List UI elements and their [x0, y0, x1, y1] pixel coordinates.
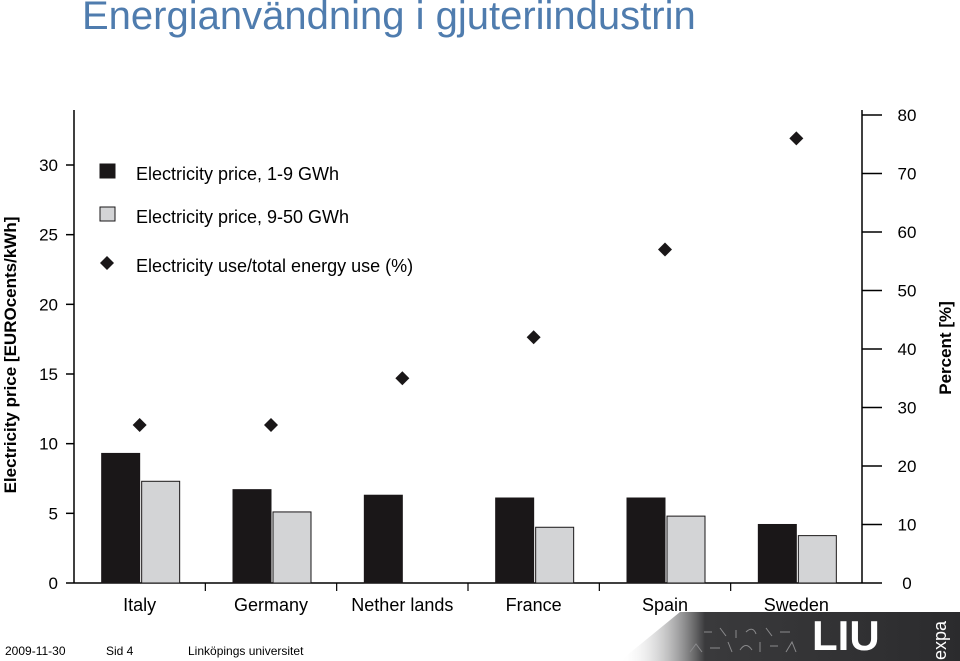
y-tick-label-left: 10: [39, 435, 58, 454]
y-tick-label-right: 0: [902, 574, 911, 593]
y-tick-label-left: 0: [49, 574, 58, 593]
y-tick-label-right: 50: [898, 282, 917, 301]
scatter-point: [658, 242, 672, 257]
scatter-point: [789, 131, 804, 146]
university-logo: LIU expa: [620, 612, 960, 661]
bar-series: [101, 452, 837, 584]
x-tick-label: Spain: [642, 595, 688, 615]
scatter-series: [132, 131, 804, 433]
logo-graphic: LIU expa: [620, 612, 960, 661]
y-tick-label-right: 30: [898, 399, 917, 418]
footer-page-number: Sid 4: [106, 644, 134, 658]
y-tick-label-left: 15: [39, 365, 58, 384]
chart-legend: Electricity price, 1-9 GWh Electricity pr…: [99, 163, 413, 276]
legend-swatch: [99, 206, 116, 222]
x-category-labels: Italy Germany Nether lands France Spain Swede…: [123, 583, 829, 615]
bar: [363, 494, 403, 584]
scatter-point: [395, 371, 410, 386]
bar: [535, 526, 575, 584]
bar: [272, 511, 312, 584]
legend-label: Electricity price, 9-50 GWh: [136, 207, 349, 227]
scatter-point: [526, 330, 541, 345]
bar: [626, 497, 666, 584]
footer-date: 2009-11-30: [5, 644, 66, 658]
logo-text: LIU: [812, 612, 880, 659]
y-axis-label-left: Electricity price [EUROcents/kWh]: [1, 217, 20, 494]
legend-swatch: [99, 163, 116, 179]
y-tick-label-right: 60: [898, 223, 917, 242]
legend-label: Electricity price, 1-9 GWh: [136, 164, 339, 184]
footer-organization: Linköpings universitet: [188, 644, 304, 658]
x-tick-label: Sweden: [764, 595, 829, 615]
y-tick-label-left: 30: [39, 156, 58, 175]
logo-band: [620, 612, 960, 661]
y-ticks-right: 0 10 20 30 40 50 60 70 80: [862, 106, 916, 593]
bar: [797, 535, 837, 584]
y-tick-label-right: 20: [898, 457, 917, 476]
bar: [757, 523, 797, 584]
bar: [232, 489, 272, 584]
scatter-point: [132, 418, 147, 433]
y-ticks-left: 0 5 10 15 20 25 30: [39, 156, 74, 593]
x-tick-label: Nether lands: [351, 595, 453, 615]
bar: [141, 480, 181, 584]
y-axis-label-right: Percent [%]: [936, 301, 955, 395]
slide-title: Energianvändning i gjuteriindustrin: [82, 0, 696, 38]
x-tick-label: Italy: [123, 595, 156, 615]
bar: [666, 515, 706, 584]
y-tick-label-right: 40: [898, 340, 917, 359]
x-tick-label: France: [506, 595, 562, 615]
logo-side-text: expa: [930, 620, 950, 660]
legend-swatch: [100, 256, 114, 270]
y-tick-label-right: 70: [898, 165, 917, 184]
logo-pattern: [689, 627, 797, 653]
y-tick-label-right: 10: [898, 516, 917, 535]
y-tick-label-left: 5: [49, 504, 58, 523]
x-tick-label: Germany: [234, 595, 308, 615]
y-tick-label-left: 25: [39, 226, 58, 245]
bar: [101, 452, 141, 584]
bar: [495, 497, 535, 584]
y-tick-label-right: 80: [898, 106, 917, 125]
legend-label: Electricity use/total energy use (%): [136, 256, 413, 276]
y-tick-label-left: 20: [39, 295, 58, 314]
scatter-point: [264, 418, 278, 433]
